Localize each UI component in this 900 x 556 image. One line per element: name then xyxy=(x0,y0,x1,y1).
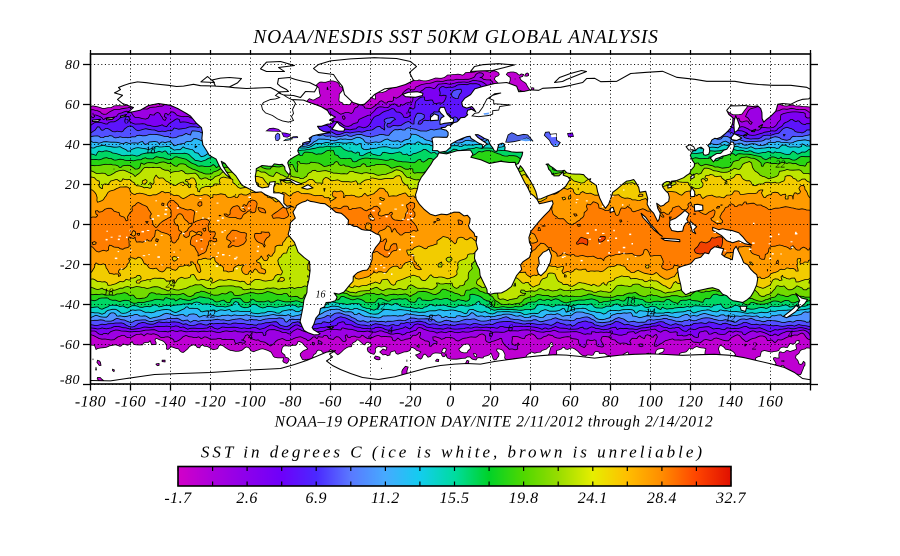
svg-text:19.8: 19.8 xyxy=(509,490,539,507)
svg-text:2: 2 xyxy=(752,342,757,353)
svg-text:80: 80 xyxy=(602,394,619,411)
svg-text:NOAA/NESDIS SST 50KM GLOBAL AN: NOAA/NESDIS SST 50KM GLOBAL ANALYSIS xyxy=(252,27,658,48)
svg-text:12: 12 xyxy=(206,310,216,321)
svg-text:40: 40 xyxy=(522,394,539,411)
svg-text:32.7: 32.7 xyxy=(715,490,747,507)
svg-text:160: 160 xyxy=(758,394,784,411)
svg-text:4: 4 xyxy=(388,326,393,337)
svg-text:-40: -40 xyxy=(60,298,80,313)
svg-text:0: 0 xyxy=(446,394,455,411)
svg-text:-100: -100 xyxy=(235,394,266,411)
svg-text:18: 18 xyxy=(626,296,636,307)
svg-text:20: 20 xyxy=(65,178,80,193)
svg-text:24.1: 24.1 xyxy=(578,490,608,507)
svg-text:15.5: 15.5 xyxy=(440,490,470,507)
svg-text:18: 18 xyxy=(146,146,156,157)
svg-text:-180: -180 xyxy=(75,394,106,411)
svg-text:-1.7: -1.7 xyxy=(164,490,192,507)
svg-text:6: 6 xyxy=(124,116,129,127)
svg-text:-160: -160 xyxy=(115,394,146,411)
svg-text:8: 8 xyxy=(428,314,433,325)
svg-text:-60: -60 xyxy=(60,338,80,353)
svg-text:14: 14 xyxy=(646,308,656,319)
svg-text:12: 12 xyxy=(726,314,736,325)
svg-text:60: 60 xyxy=(562,394,579,411)
svg-text:2: 2 xyxy=(608,330,613,341)
svg-text:2: 2 xyxy=(368,330,373,341)
svg-text:0: 0 xyxy=(73,218,81,233)
svg-text:-40: -40 xyxy=(359,394,382,411)
svg-text:-140: -140 xyxy=(155,394,186,411)
svg-text:SST in degrees C (ice is white: SST in degrees C (ice is white, brown is… xyxy=(201,443,705,462)
svg-text:80: 80 xyxy=(65,58,80,73)
svg-text:-20: -20 xyxy=(399,394,422,411)
svg-text:6: 6 xyxy=(508,324,513,335)
svg-text:24: 24 xyxy=(166,280,176,291)
svg-text:11.2: 11.2 xyxy=(371,490,400,507)
svg-text:-60: -60 xyxy=(319,394,342,411)
svg-text:12: 12 xyxy=(376,302,386,313)
svg-text:60: 60 xyxy=(65,98,80,113)
svg-text:-20: -20 xyxy=(60,258,80,273)
svg-text:16: 16 xyxy=(316,290,326,301)
svg-text:18: 18 xyxy=(104,288,114,299)
svg-text:40: 40 xyxy=(65,138,80,153)
svg-text:20: 20 xyxy=(486,300,496,311)
svg-text:NOAA–19 OPERATION DAY/NITE 2/: NOAA–19 OPERATION DAY/NITE 2/11/2012 thr… xyxy=(274,414,714,431)
svg-text:28.4: 28.4 xyxy=(647,490,677,507)
svg-text:-80: -80 xyxy=(60,373,80,388)
svg-text:2.6: 2.6 xyxy=(236,490,258,507)
svg-text:16: 16 xyxy=(566,304,576,315)
svg-text:4: 4 xyxy=(248,332,253,343)
svg-text:120: 120 xyxy=(678,394,704,411)
svg-text:20: 20 xyxy=(482,394,499,411)
svg-text:-120: -120 xyxy=(195,394,226,411)
svg-text:6.9: 6.9 xyxy=(305,490,327,507)
svg-text:100: 100 xyxy=(638,394,664,411)
svg-text:4: 4 xyxy=(788,330,793,341)
svg-text:140: 140 xyxy=(718,394,744,411)
svg-text:-80: -80 xyxy=(279,394,302,411)
svg-text:22: 22 xyxy=(776,160,786,171)
